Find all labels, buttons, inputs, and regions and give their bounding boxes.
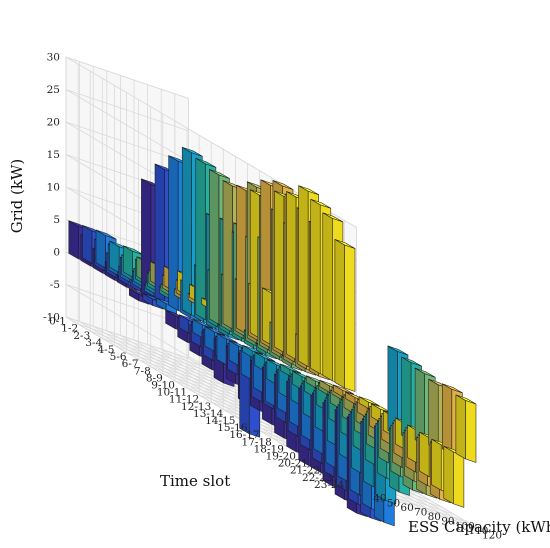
- bar-side-face: [236, 184, 247, 334]
- z-axis-label: Grid (kW): [8, 159, 26, 234]
- z-tick-label: 0: [53, 247, 60, 259]
- z-tick-label: 15: [47, 149, 60, 161]
- bar-side-face: [322, 212, 333, 382]
- time-slot-tick: 9-10: [151, 379, 175, 391]
- bar-top-face: [181, 146, 203, 157]
- bar-side-face: [442, 383, 453, 455]
- time-slot-tick: 13-14: [193, 408, 224, 420]
- z-tick-label: 10: [47, 182, 60, 194]
- ess-capacity-tick: 50: [387, 497, 400, 509]
- z-tick-label: 20: [47, 117, 60, 129]
- ess-capacity-tick: 80: [428, 511, 441, 523]
- ess-capacity-tick: 70: [414, 507, 427, 519]
- ess-capacity-tick: 90: [441, 516, 454, 528]
- bar-side-face: [431, 438, 442, 491]
- time-slot-tick: 4-5: [97, 344, 114, 356]
- bar-front-face: [465, 400, 477, 463]
- bar-top-face: [272, 180, 294, 190]
- time-slot-tick: 5-6: [110, 351, 127, 363]
- time-slot-tick: 19-20: [266, 450, 296, 462]
- bar-top-face: [192, 319, 214, 329]
- ess-capacity-tick: 40: [373, 493, 386, 505]
- z-tick-label: 25: [47, 84, 60, 96]
- bar-top-face: [204, 326, 226, 336]
- time-slot-tick: 14-15: [205, 415, 235, 427]
- time-slot-tick: 17-18: [242, 436, 272, 448]
- time-slot-tick: 15-16: [217, 422, 248, 434]
- bar-top-face: [401, 356, 422, 367]
- bar-top-face: [334, 239, 356, 249]
- bar-front-face: [344, 244, 356, 392]
- bar-side-face: [195, 158, 206, 321]
- time-slot-tick: 6-7: [122, 358, 139, 370]
- time-slot-tick: 7-8: [134, 365, 151, 377]
- time-slot-tick: 1-2: [61, 323, 78, 335]
- time-slot-tick: 21-22: [290, 465, 320, 477]
- time-slot-tick: 8-9: [146, 372, 163, 384]
- time-slot-tick: 0-1: [49, 316, 66, 328]
- time-slot-tick: 10-11: [157, 387, 187, 399]
- bar-top-face: [310, 198, 332, 209]
- time-slot-tick: 23-24: [314, 479, 345, 491]
- z-tick-label: 5: [53, 214, 60, 226]
- bar-side-face: [222, 180, 233, 330]
- x-gridline: [79, 61, 371, 493]
- bar: [455, 394, 477, 463]
- bars-group: [68, 146, 477, 527]
- bar-side-face: [428, 378, 439, 450]
- bar-front-face: [453, 451, 465, 508]
- time-slot-tick: 16-17: [229, 429, 259, 441]
- bar: [443, 446, 465, 508]
- time-slot-tick: 18-19: [254, 443, 284, 455]
- bar-top-face: [358, 396, 380, 406]
- bar-top-face: [387, 345, 409, 356]
- bar-side-face: [274, 190, 285, 353]
- bar: [334, 239, 356, 392]
- bar-top-face: [455, 394, 477, 405]
- bar-top-face: [254, 352, 276, 362]
- bar-side-face: [209, 169, 220, 325]
- bar-top-face: [216, 333, 238, 343]
- bar-side-face: [310, 198, 321, 374]
- y-axis-label: Time slot: [160, 472, 230, 490]
- time-slot-tick: 20-21: [278, 458, 308, 470]
- z-tick-label: 30: [47, 52, 60, 64]
- z-tick-label: -10: [43, 312, 60, 324]
- bar-top-face: [442, 383, 463, 394]
- ess-capacity-tick: 120: [482, 530, 502, 542]
- bar-top-face: [414, 367, 436, 378]
- bar-top-face: [322, 212, 344, 223]
- z-tick-label: -5: [50, 279, 60, 291]
- bar-side-face: [95, 229, 106, 269]
- ess-capacity-tick: 100: [455, 520, 475, 532]
- bar-side-face: [419, 431, 430, 477]
- bar-side-face: [334, 239, 345, 389]
- tick-labels: -10 -5 0 5 10 15 20 25 30 0-11-22-33-44-55-66-77-…: [43, 52, 502, 542]
- bar-top-face: [298, 185, 319, 195]
- ess-capacity-tick: 60: [400, 502, 413, 514]
- ess-capacity-tick: 110: [468, 525, 488, 537]
- time-slot-tick: 2-3: [73, 330, 90, 342]
- bar-top-face: [242, 344, 264, 355]
- bar-side-face: [455, 394, 466, 460]
- bar-side-face: [68, 220, 79, 260]
- time-slot-tick: 3-4: [85, 337, 102, 349]
- bar-side-face: [443, 446, 454, 505]
- x-axis-label: ESS Capacity (kWh): [408, 518, 550, 536]
- bar-top-face: [333, 384, 354, 395]
- time-slot-tick: 11-12: [169, 394, 199, 406]
- bar-top-face: [95, 229, 117, 240]
- bar-top-face: [195, 158, 217, 168]
- bar-side-face: [286, 191, 297, 360]
- time-slot-tick: 22-23: [302, 472, 332, 484]
- bar-top-face: [209, 169, 230, 179]
- bar-top-face: [280, 363, 301, 374]
- bar-side-face: [82, 225, 93, 264]
- bar-side-face: [298, 185, 309, 367]
- time-slot-tick: 12-13: [181, 401, 211, 413]
